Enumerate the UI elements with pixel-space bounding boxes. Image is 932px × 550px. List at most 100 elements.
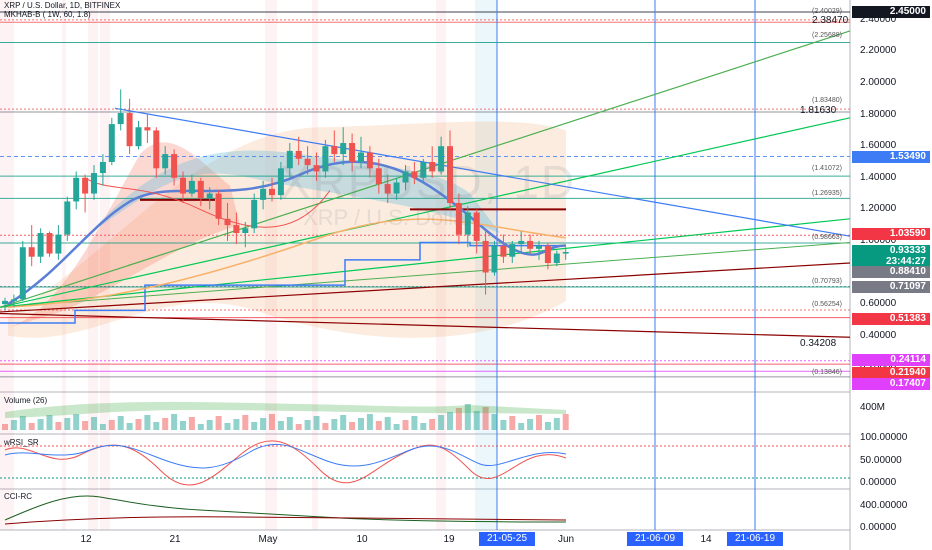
candle-body bbox=[2, 300, 8, 305]
price-label[interactable]: 1.53490 bbox=[852, 151, 930, 163]
volume-bar bbox=[544, 422, 551, 430]
fib-level-label: 2.38470 bbox=[812, 15, 849, 26]
candle-body bbox=[429, 161, 436, 172]
candle-body bbox=[135, 127, 142, 147]
candle-body bbox=[313, 165, 320, 172]
volume-bar bbox=[527, 419, 534, 430]
volume-bar bbox=[384, 417, 391, 430]
candle-body bbox=[509, 244, 516, 257]
volume-bar bbox=[562, 414, 569, 430]
volume-bar bbox=[46, 415, 53, 430]
candle-body bbox=[37, 233, 44, 257]
fib-level-label: (1.41072) bbox=[812, 165, 842, 172]
volume-bar bbox=[55, 422, 62, 430]
signal-band bbox=[436, 0, 446, 530]
fib-level-label: (1.83480) bbox=[812, 97, 842, 104]
volume-bar bbox=[455, 408, 462, 430]
time-label: May bbox=[258, 534, 278, 545]
volume-bar bbox=[108, 420, 115, 430]
time-marker-label[interactable]: 21-06-09 bbox=[626, 532, 684, 546]
candle-body bbox=[491, 245, 498, 273]
volume-bar bbox=[464, 404, 471, 430]
candle-body bbox=[99, 161, 106, 174]
candle-body bbox=[91, 173, 97, 194]
price-label[interactable]: 0.17407 bbox=[852, 378, 930, 390]
volume-bar bbox=[295, 424, 302, 430]
indicator-title[interactable]: MKHAB-B ( 1W, 60, 1.8) bbox=[4, 10, 91, 19]
candle-body bbox=[375, 168, 382, 185]
price-scale-tick: 0.20000 bbox=[860, 361, 896, 372]
volume-bar bbox=[153, 422, 160, 430]
candle-body bbox=[188, 180, 195, 194]
candle-body bbox=[144, 127, 151, 131]
volume-bar bbox=[233, 419, 240, 430]
candle-body bbox=[197, 180, 204, 199]
price-label[interactable]: 0.21940 bbox=[852, 367, 930, 379]
volume-bar bbox=[429, 419, 436, 430]
volume-bar bbox=[509, 416, 516, 430]
cci-scale-tick: 0.00000 bbox=[860, 522, 897, 533]
price-label[interactable]: 0.51383 bbox=[852, 313, 930, 325]
rsi-pane-title[interactable]: wRSI_SR bbox=[4, 438, 39, 447]
candle-body bbox=[215, 193, 222, 219]
candle-body bbox=[233, 225, 240, 234]
candle-body bbox=[366, 152, 373, 169]
volume-bar bbox=[491, 414, 498, 430]
candle-body bbox=[304, 158, 311, 166]
volume-bar bbox=[420, 423, 427, 430]
candle-body bbox=[473, 212, 480, 241]
candle-body bbox=[108, 124, 115, 162]
price-scale-tick: 1.80000 bbox=[860, 108, 897, 120]
candle-body bbox=[286, 150, 293, 169]
cci-scale-tick: 400.00000 bbox=[860, 500, 908, 511]
volume-bar bbox=[82, 421, 89, 430]
time-marker-label[interactable]: 21-06-19 bbox=[726, 532, 784, 546]
volume-bar bbox=[366, 414, 373, 430]
volume-bar bbox=[331, 419, 338, 430]
price-label[interactable]: 23:44:27 bbox=[852, 256, 930, 268]
volume-pane-title[interactable]: Volume (26) bbox=[4, 396, 48, 405]
volume-bar bbox=[438, 415, 445, 430]
candle-body bbox=[527, 240, 534, 249]
signal-band bbox=[88, 0, 98, 530]
volume-bar bbox=[260, 418, 267, 430]
candle-body bbox=[411, 171, 418, 178]
volume-bar bbox=[19, 416, 26, 430]
candle-body bbox=[269, 188, 275, 196]
candle-body bbox=[438, 146, 445, 172]
price-label[interactable]: 2.45000 bbox=[852, 6, 930, 18]
fib-level-label: (1.26935) bbox=[812, 190, 842, 197]
candle-body bbox=[180, 177, 186, 194]
price-scale-tick: 2.20000 bbox=[860, 45, 897, 57]
volume-bar bbox=[536, 415, 542, 430]
price-label[interactable]: 0.24114 bbox=[852, 354, 930, 366]
fib-level-label: (0.56254) bbox=[812, 301, 842, 308]
volume-bar bbox=[64, 418, 71, 430]
volume-bar bbox=[180, 421, 186, 430]
cci-line bbox=[4, 516, 567, 525]
volume-bar bbox=[447, 412, 453, 430]
time-marker-label[interactable]: 21-05-25 bbox=[478, 532, 536, 546]
chart-symbol-title: XRP / U.S. Dollar, 1D, BITFINEX bbox=[4, 1, 121, 10]
time-label: 21 bbox=[169, 534, 181, 545]
watermark-ticker: XRPUSD, 1D bbox=[280, 156, 577, 208]
volume-bar bbox=[277, 421, 284, 430]
candle-body bbox=[73, 177, 80, 202]
volume-bar bbox=[286, 417, 293, 430]
candle-body bbox=[544, 245, 551, 264]
candle-body bbox=[251, 199, 258, 229]
price-label[interactable]: 1.03590 bbox=[852, 228, 930, 240]
candle-body bbox=[10, 299, 17, 301]
price-label[interactable]: 0.88410 bbox=[852, 266, 930, 278]
volume-cloud bbox=[5, 401, 566, 418]
trend-line bbox=[0, 312, 851, 338]
volume-bar bbox=[144, 415, 151, 430]
candle-body bbox=[455, 203, 462, 235]
moving-average bbox=[7, 218, 567, 308]
candle-body bbox=[295, 150, 302, 159]
volume-bar bbox=[482, 407, 489, 430]
price-label[interactable]: 0.71097 bbox=[852, 281, 930, 293]
price-label[interactable]: 0.93333 bbox=[852, 245, 930, 257]
cci-pane-title[interactable]: CCI-RC bbox=[4, 492, 32, 501]
